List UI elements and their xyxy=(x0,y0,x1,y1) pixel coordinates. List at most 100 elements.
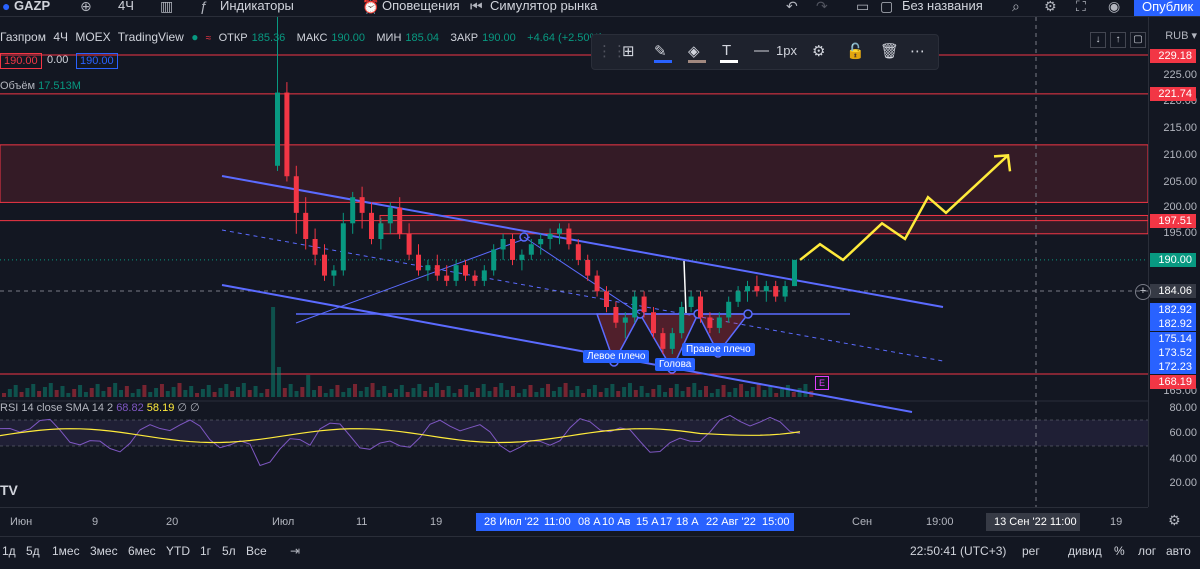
layout-icon[interactable]: ▭ xyxy=(856,0,870,14)
fullscreen-icon[interactable]: ⛶ xyxy=(1076,0,1086,14)
volume-bar xyxy=(119,390,123,397)
log-toggle[interactable]: лог xyxy=(1138,544,1157,558)
target-measure-line xyxy=(683,260,687,314)
head-label[interactable]: Голова xyxy=(655,358,696,371)
left-shoulder-label[interactable]: Левое плечо xyxy=(583,350,650,363)
chart-settings-gear-icon[interactable]: ⚙ xyxy=(1168,512,1181,528)
more-options-icon[interactable]: ⋯ xyxy=(910,43,925,60)
forecast-arrowhead xyxy=(993,153,1012,172)
redo-icon[interactable]: ↷ xyxy=(816,0,828,14)
chart-canvas[interactable] xyxy=(0,17,1148,507)
undo-icon[interactable]: ↶ xyxy=(786,0,798,14)
collapse-icon[interactable]: ↑ xyxy=(1110,32,1126,48)
settings-gear-icon[interactable]: ⚙ xyxy=(1044,0,1057,14)
line-width-icon[interactable]: — xyxy=(754,42,769,59)
candle-body xyxy=(585,259,591,276)
candle-body xyxy=(792,259,797,287)
candle-body xyxy=(641,296,647,313)
rsi-band-lower: ∅ xyxy=(190,402,200,414)
candle-body xyxy=(575,244,581,260)
rsi-title[interactable]: RSI 14 close SMA 14 2 xyxy=(0,402,114,414)
interval-button[interactable]: 4Ч xyxy=(118,0,134,13)
drag-handle-icon[interactable]: ⋮⋮ xyxy=(597,43,627,60)
volume-bar xyxy=(148,392,153,397)
range-1y[interactable]: 1г xyxy=(200,544,212,558)
settings-gear-icon[interactable]: ⚙ xyxy=(812,43,826,60)
volume-bar xyxy=(610,384,615,397)
indicators-icon[interactable]: ƒ xyxy=(200,0,208,14)
volume-bar xyxy=(101,391,106,397)
adjust-dividends-toggle[interactable]: дивид xyxy=(1068,544,1102,558)
range-all[interactable]: Все xyxy=(246,544,267,558)
legend-symbol-name[interactable]: Газпром xyxy=(0,30,46,44)
volume-bar xyxy=(727,392,732,397)
scroll-down-icon[interactable]: ↓ xyxy=(1090,32,1106,48)
volume-bar xyxy=(733,388,738,397)
range-5y[interactable]: 5л xyxy=(222,544,236,558)
pattern-point xyxy=(743,309,753,319)
range-3m[interactable]: 3мес xyxy=(90,544,118,558)
candle-body xyxy=(434,265,440,276)
clock-timezone[interactable]: 22:50:41 (UTC+3) xyxy=(910,544,1007,558)
fill-color-icon[interactable]: ◈ xyxy=(688,43,700,60)
text-tool-icon[interactable]: T xyxy=(722,42,732,59)
high-value: 190.00 xyxy=(331,32,366,44)
volume-bar xyxy=(516,393,521,397)
layout-name[interactable]: Без названия xyxy=(902,0,983,13)
publish-button[interactable]: Опублик xyxy=(1134,0,1200,16)
ask-box[interactable]: 190.00 xyxy=(76,53,118,69)
symbol-search-button[interactable]: GAZP xyxy=(14,0,51,13)
right-shoulder-label[interactable]: Правое плечо xyxy=(682,343,755,356)
time-axis[interactable]: Июн 9 20 Июл 11 19 28 Июл '22 11:00 08 А… xyxy=(0,507,1148,536)
candle-body xyxy=(284,92,290,177)
crosshair-add-icon[interactable]: + xyxy=(1135,284,1151,300)
volume-bar xyxy=(411,388,416,397)
volume-bar xyxy=(294,391,299,397)
volume-bar xyxy=(236,387,240,397)
legend-exchange: MOEX xyxy=(75,30,111,44)
pattern-leg xyxy=(523,236,641,315)
templates-icon[interactable]: ⊞ xyxy=(622,43,635,60)
time-tick: 19 xyxy=(430,516,443,528)
volume-bar xyxy=(569,390,574,397)
indicators-button[interactable]: Индикаторы xyxy=(220,0,294,13)
volume-bar xyxy=(587,389,591,397)
replay-icon[interactable]: ⏮ xyxy=(470,0,483,14)
search-icon[interactable]: ⌕ xyxy=(1012,0,1020,14)
candle-body xyxy=(350,197,356,224)
legend-interval: 4Ч xyxy=(53,30,68,44)
compare-add-icon[interactable]: ⊕ xyxy=(80,0,92,14)
replay-button[interactable]: Симулятор рынка xyxy=(490,0,598,13)
range-1m[interactable]: 1мес xyxy=(52,544,80,558)
delete-trash-icon[interactable]: 🗑 xyxy=(880,43,900,60)
range-1d[interactable]: 1д xyxy=(2,544,16,558)
alert-clock-icon[interactable]: ⏰ xyxy=(362,0,380,14)
bid-box[interactable]: 190.00 xyxy=(0,53,42,69)
percent-toggle[interactable]: % xyxy=(1114,544,1125,558)
range-ytd[interactable]: YTD xyxy=(166,544,190,558)
lock-icon[interactable]: 🔓 xyxy=(846,43,865,60)
price-tag-level: 229.18 xyxy=(1150,49,1196,63)
crosshair-time-tag xyxy=(986,513,1080,531)
date-range-icon[interactable]: ⇥ xyxy=(290,544,301,558)
alerts-button[interactable]: Оповещения xyxy=(382,0,460,13)
volume-bar xyxy=(323,393,328,397)
chart-type-candles-icon[interactable]: ▥ xyxy=(160,0,174,14)
candle-body xyxy=(566,228,572,245)
candle-body xyxy=(510,239,515,260)
range-6m[interactable]: 6мес xyxy=(128,544,156,558)
snapshot-camera-icon[interactable]: ◉ xyxy=(1108,0,1121,14)
line-color-pencil-icon[interactable]: ✎ xyxy=(654,43,667,60)
volume-bar xyxy=(95,384,100,397)
session-toggle[interactable]: рег xyxy=(1022,544,1040,558)
auto-toggle[interactable]: авто xyxy=(1166,544,1191,558)
volume-bar xyxy=(388,393,393,397)
volume-bar xyxy=(48,383,53,397)
range-5d[interactable]: 5д xyxy=(26,544,40,558)
maximize-pane-icon[interactable]: ▢ xyxy=(1130,32,1146,48)
range-label: 18 А xyxy=(676,516,699,528)
currency-selector[interactable]: RUB ▾ xyxy=(1165,30,1197,42)
layout-save-icon[interactable]: ▢ xyxy=(880,0,894,14)
line-width-label[interactable]: 1px xyxy=(776,43,797,58)
earnings-badge[interactable]: E xyxy=(815,376,829,390)
